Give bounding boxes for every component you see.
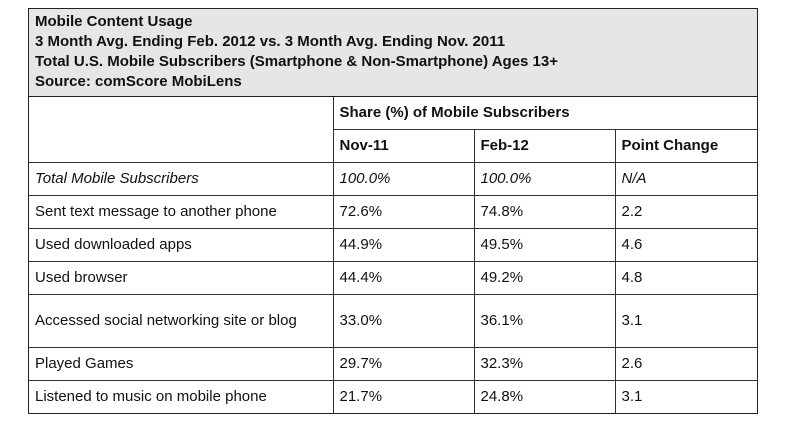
feb-value: 100.0% (473, 162, 616, 196)
feb-value: 32.3% (473, 347, 616, 381)
change-value: 4.8 (614, 261, 757, 295)
mobile-content-usage-table: Share (%) of Mobile Subscribers Nov-11 F… (29, 97, 757, 413)
nov-value: 21.7% (332, 380, 475, 413)
group-header-cell: Share (%) of Mobile Subscribers (332, 97, 757, 130)
row-label: Sent text message to another phone (29, 195, 334, 229)
table-row: Used browser 44.4% 49.2% 4.8 (29, 261, 757, 295)
empty-corner-cell (29, 97, 334, 163)
data-table-frame: Mobile Content Usage 3 Month Avg. Ending… (28, 8, 758, 414)
change-value: 2.2 (614, 195, 757, 229)
group-header-row: Share (%) of Mobile Subscribers (29, 97, 757, 163)
nov-value: 72.6% (332, 195, 475, 229)
row-label: Listened to music on mobile phone (29, 380, 334, 413)
table-period: 3 Month Avg. Ending Feb. 2012 vs. 3 Mont… (35, 33, 506, 50)
table-source: Source: comScore MobiLens (35, 73, 242, 90)
feb-value: 36.1% (473, 294, 616, 348)
feb-value: 49.2% (473, 261, 616, 295)
nov-value: 44.9% (332, 228, 475, 262)
row-label: Used browser (29, 261, 334, 295)
table-row: Listened to music on mobile phone 21.7% … (29, 380, 757, 413)
table-row: Used downloaded apps 44.9% 49.5% 4.6 (29, 228, 757, 262)
change-value: 3.1 (614, 294, 757, 348)
column-header-feb: Feb-12 (473, 129, 616, 163)
feb-value: 74.8% (473, 195, 616, 229)
feb-value: 49.5% (473, 228, 616, 262)
nov-value: 29.7% (332, 347, 475, 381)
nov-value: 33.0% (332, 294, 475, 348)
row-label: Used downloaded apps (29, 228, 334, 262)
nov-value: 100.0% (332, 162, 475, 196)
column-header-change: Point Change (614, 129, 757, 163)
nov-value: 44.4% (332, 261, 475, 295)
change-value: 2.6 (614, 347, 757, 381)
table-row: Accessed social networking site or blog … (29, 294, 757, 348)
row-label: Accessed social networking site or blog (29, 294, 334, 348)
table-title-block: Mobile Content Usage 3 Month Avg. Ending… (29, 9, 757, 97)
table-row: Sent text message to another phone 72.6%… (29, 195, 757, 229)
table-row: Played Games 29.7% 32.3% 2.6 (29, 347, 757, 381)
row-label: Total Mobile Subscribers (29, 162, 334, 196)
table-title: Mobile Content Usage (35, 13, 193, 30)
change-value: N/A (614, 162, 757, 196)
row-label: Played Games (29, 347, 334, 381)
change-value: 3.1 (614, 380, 757, 413)
table-row: Total Mobile Subscribers 100.0% 100.0% N… (29, 162, 757, 196)
column-header-nov: Nov-11 (333, 129, 475, 163)
change-value: 4.6 (614, 228, 757, 262)
column-header-row: Nov-11 Feb-12 Point Change (29, 129, 757, 163)
feb-value: 24.8% (473, 380, 616, 413)
table-population: Total U.S. Mobile Subscribers (Smartphon… (35, 53, 558, 70)
